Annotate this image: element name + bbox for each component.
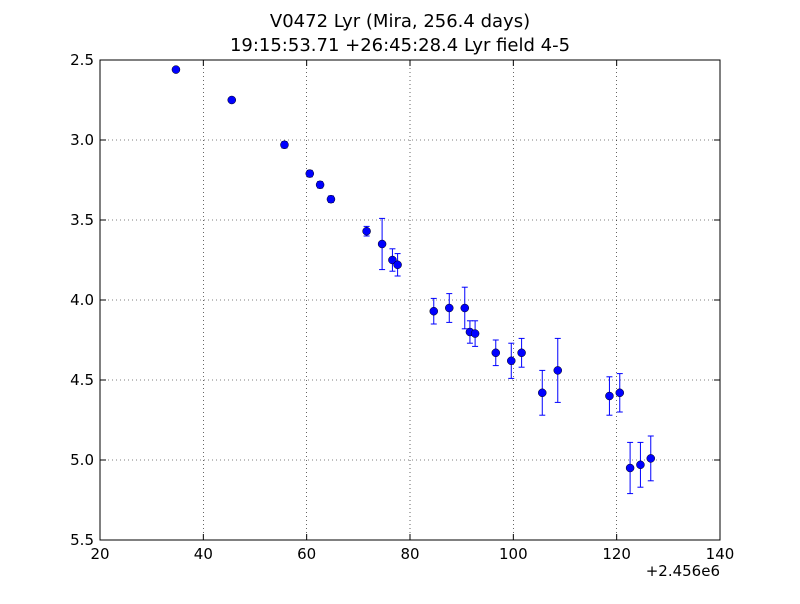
data-point (491, 348, 501, 358)
data-point (538, 388, 547, 398)
chart-title: V0472 Lyr (Mira, 256.4 days) (269, 11, 531, 32)
x-tick-label: 40 (194, 545, 213, 563)
x-tick-label: 140 (706, 545, 735, 563)
x-offset-label: +2.456e6 (646, 562, 720, 580)
data-point (445, 303, 454, 313)
data-point (305, 169, 315, 178)
y-tick-label: 3.0 (70, 131, 94, 149)
data-point (646, 454, 656, 463)
x-tick-label: 120 (602, 545, 631, 563)
y-tick-label: 4.0 (70, 291, 94, 309)
data-point (460, 303, 470, 313)
data-point (227, 95, 236, 105)
data-point (470, 329, 480, 338)
y-tick-label: 5.0 (70, 451, 94, 469)
x-tick-label: 80 (400, 545, 419, 563)
data-point (615, 388, 625, 398)
chart-subtitle: 19:15:53.71 +26:45:28.4 Lyr field 4-5 (229, 35, 571, 56)
data-point (507, 356, 516, 366)
data-point (625, 463, 635, 473)
data-point (171, 65, 181, 74)
data-point (553, 366, 563, 375)
data-point (636, 460, 645, 470)
data-point (429, 306, 439, 316)
y-tick-label: 5.5 (70, 531, 94, 549)
y-tick-label: 3.5 (70, 211, 94, 229)
y-tick-label: 4.5 (70, 371, 94, 389)
data-point (280, 140, 289, 150)
data-point (315, 180, 325, 190)
x-tick-label: 20 (90, 545, 109, 563)
x-tick-label: 60 (297, 545, 316, 563)
data-point (377, 239, 387, 249)
data-point (517, 348, 526, 358)
data-point (326, 194, 336, 204)
y-tick-label: 2.5 (70, 51, 94, 69)
data-point (393, 260, 402, 270)
data-point (605, 391, 614, 401)
x-tick-label: 100 (499, 545, 528, 563)
data-point (362, 226, 371, 236)
